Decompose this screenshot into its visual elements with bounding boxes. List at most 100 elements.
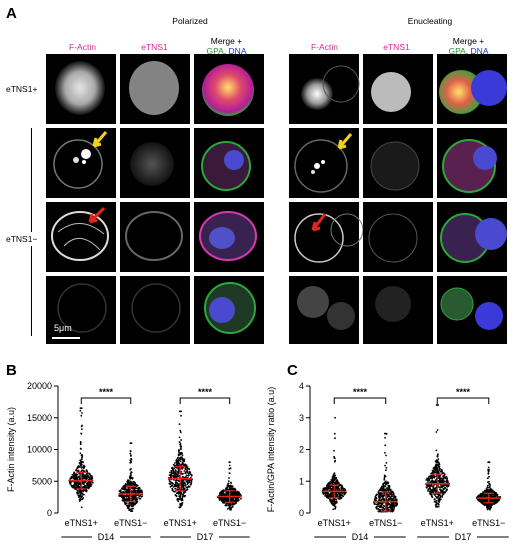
data-point	[177, 454, 180, 457]
data-point	[181, 488, 183, 491]
x-category-label: eTNS1−	[369, 518, 402, 528]
data-point	[324, 492, 327, 494]
data-point	[222, 489, 225, 492]
data-point	[178, 436, 181, 439]
data-point	[489, 508, 491, 511]
data-point	[339, 497, 342, 500]
data-point	[175, 461, 178, 464]
data-point	[433, 469, 435, 471]
chart-factin-gpa-ratio: 0 1 2 3 4 F-Actin/GPA intensity ratio (a.u) eT…	[266, 381, 509, 542]
data-point	[76, 489, 79, 492]
data-point	[134, 490, 137, 493]
data-point	[485, 489, 487, 492]
data-point	[377, 503, 380, 506]
data-point	[224, 500, 227, 502]
data-point	[80, 454, 83, 456]
data-point	[180, 439, 183, 441]
data-point	[129, 472, 132, 475]
data-point	[172, 482, 174, 485]
data-point	[76, 466, 79, 469]
col-header-merge-2: Merge + GPA, DNA	[434, 36, 503, 56]
data-point	[174, 474, 177, 476]
data-point	[378, 498, 380, 501]
data-point	[182, 493, 185, 496]
data-point	[170, 470, 173, 472]
data-point	[427, 488, 430, 491]
data-point	[124, 483, 127, 486]
data-point	[177, 486, 179, 489]
data-point	[229, 481, 232, 484]
data-point	[373, 503, 376, 505]
data-point	[77, 485, 80, 487]
data-point	[384, 432, 386, 435]
data-point	[444, 476, 446, 479]
data-point	[227, 503, 229, 505]
data-point	[174, 487, 177, 490]
data-point	[388, 495, 390, 498]
data-point	[128, 482, 131, 484]
data-point	[338, 495, 341, 498]
y-tick-label: 0	[299, 508, 304, 518]
data-point	[230, 498, 233, 500]
data-point	[384, 436, 386, 439]
data-point	[73, 484, 76, 487]
significance-bracket	[436, 397, 490, 404]
data-point	[81, 495, 84, 498]
data-point	[335, 500, 338, 503]
data-point	[333, 457, 336, 460]
data-point	[495, 501, 497, 504]
panel-label-b: B	[6, 362, 17, 379]
data-point	[136, 501, 139, 503]
data-point	[491, 503, 494, 505]
data-point	[435, 505, 437, 508]
data-point	[80, 496, 82, 499]
data-point	[437, 495, 440, 498]
data-point	[233, 500, 236, 502]
data-point	[237, 499, 240, 501]
data-point	[228, 505, 231, 507]
data-point	[80, 414, 83, 417]
data-point	[439, 495, 442, 498]
data-point	[434, 495, 437, 498]
data-point	[436, 505, 439, 508]
data-point	[130, 457, 133, 460]
data-point	[479, 500, 482, 503]
data-point	[79, 499, 82, 502]
data-point	[172, 470, 175, 473]
data-point	[238, 491, 240, 494]
data-point	[228, 472, 231, 475]
data-point	[442, 488, 445, 491]
tile-e-r3-etns1	[363, 202, 433, 272]
data-point	[432, 476, 435, 479]
data-point	[169, 471, 171, 474]
data-point	[124, 502, 126, 505]
data-point	[179, 443, 182, 446]
data-point	[187, 486, 190, 488]
data-point	[179, 457, 182, 460]
data-point	[77, 476, 80, 478]
data-point	[438, 468, 441, 470]
data-point	[170, 472, 173, 475]
data-point	[385, 462, 388, 464]
data-point	[435, 479, 437, 481]
data-point	[432, 486, 435, 489]
data-point	[80, 466, 83, 469]
data-point	[85, 489, 88, 492]
data-point	[73, 486, 76, 489]
data-point	[343, 488, 345, 490]
y-tick-label: 20000	[27, 381, 52, 391]
data-point	[174, 483, 177, 486]
data-point	[77, 469, 80, 472]
data-point	[171, 467, 173, 469]
data-point	[338, 488, 341, 491]
data-point	[130, 442, 133, 444]
data-point	[439, 488, 441, 491]
group-title-enucleating: Enucleating	[407, 16, 453, 26]
data-point	[89, 483, 92, 485]
data-point	[446, 478, 448, 481]
data-point	[427, 490, 429, 492]
data-point	[183, 470, 186, 472]
data-point	[188, 485, 191, 488]
data-point	[129, 508, 132, 511]
data-point	[172, 474, 175, 477]
